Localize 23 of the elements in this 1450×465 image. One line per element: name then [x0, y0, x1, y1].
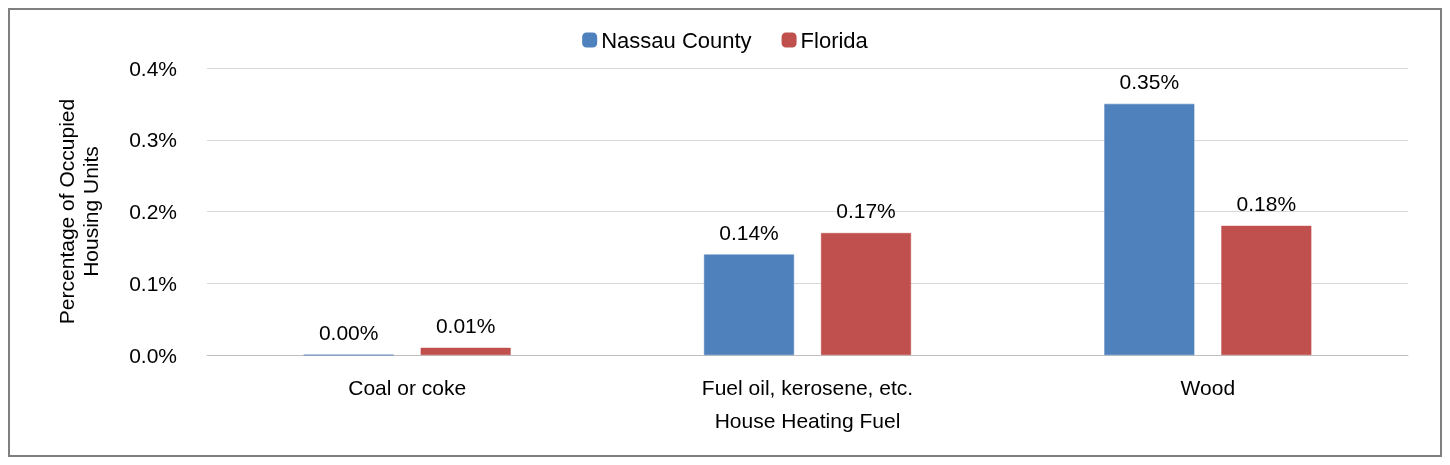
legend-label: Nassau County [601, 27, 752, 53]
data-label: 0.18% [1236, 191, 1297, 215]
data-label: 0.00% [318, 320, 379, 344]
y-tick-label: 0.0% [129, 343, 177, 367]
x-axis-title: House Heating Fuel [714, 409, 901, 432]
data-label: 0.35% [1119, 69, 1180, 93]
data-label: 0.17% [836, 199, 896, 223]
y-tick-label: 0.4% [129, 56, 177, 80]
bar [1104, 103, 1195, 355]
y-tick-label: 0.1% [129, 271, 177, 295]
legend-label: Florida [800, 27, 869, 53]
bar [420, 347, 511, 355]
x-tick-label: Wood [1180, 376, 1236, 399]
y-tick-label: 0.2% [129, 200, 177, 223]
bar [821, 233, 911, 355]
data-label: 0.01% [435, 313, 496, 337]
x-tick-label: Coal or coke [348, 376, 467, 399]
x-tick-label: Fuel oil, kerosene, etc. [701, 376, 914, 399]
y-axis-title: Percentage of Occupied Housing Units [54, 98, 102, 325]
bar [1221, 225, 1312, 355]
bar [704, 254, 794, 355]
y-tick-label: 0.3% [129, 128, 177, 152]
data-label: 0.14% [719, 220, 779, 244]
